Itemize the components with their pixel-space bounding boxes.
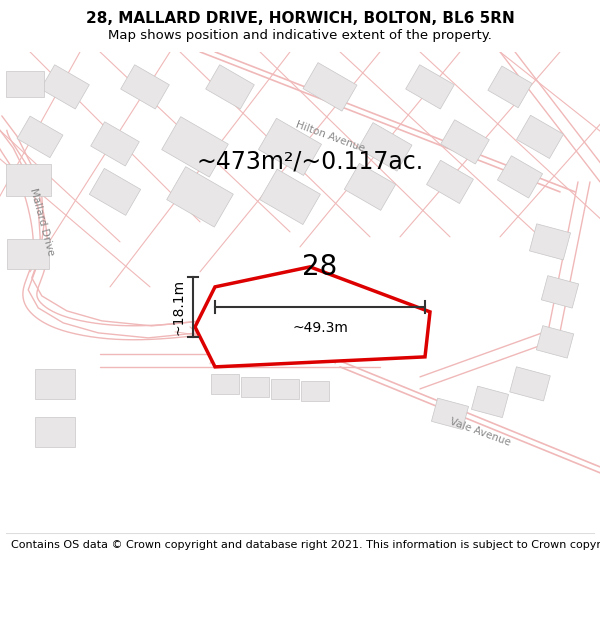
Bar <box>290 327 318 349</box>
Bar <box>529 224 571 260</box>
Text: Map shows position and indicative extent of the property.: Map shows position and indicative extent… <box>108 29 492 42</box>
Bar <box>35 417 75 447</box>
Bar <box>259 118 322 176</box>
Bar <box>6 71 44 97</box>
Bar <box>358 122 412 171</box>
Bar <box>440 120 490 164</box>
Bar <box>41 65 89 109</box>
Bar <box>17 116 63 158</box>
Bar <box>260 169 320 224</box>
Bar <box>541 276 578 308</box>
Bar <box>241 377 269 397</box>
Bar <box>431 398 469 429</box>
Bar <box>472 386 509 418</box>
Text: Mallard Drive: Mallard Drive <box>28 187 56 257</box>
Bar <box>89 168 140 216</box>
Bar <box>536 326 574 358</box>
Bar <box>91 122 139 166</box>
Bar <box>211 374 239 394</box>
Text: Contains OS data © Crown copyright and database right 2021. This information is : Contains OS data © Crown copyright and d… <box>11 540 600 550</box>
Bar <box>5 164 50 196</box>
Bar <box>262 325 290 347</box>
Bar <box>167 167 233 227</box>
Text: ~18.1m: ~18.1m <box>171 279 185 335</box>
Bar <box>517 115 563 159</box>
Bar <box>206 65 254 109</box>
Bar <box>497 156 542 198</box>
Bar <box>427 160 473 204</box>
Bar <box>271 379 299 399</box>
Text: ~473m²/~0.117ac.: ~473m²/~0.117ac. <box>196 150 424 174</box>
Bar <box>318 328 346 350</box>
Text: 28, MALLARD DRIVE, HORWICH, BOLTON, BL6 5RN: 28, MALLARD DRIVE, HORWICH, BOLTON, BL6 … <box>86 11 514 26</box>
Text: 28: 28 <box>302 253 338 281</box>
Bar <box>7 239 49 269</box>
Bar <box>301 381 329 401</box>
Bar <box>161 117 229 177</box>
Bar <box>206 321 234 343</box>
Text: Vale Avenue: Vale Avenue <box>448 416 512 447</box>
Text: Hilton Avenue: Hilton Avenue <box>294 120 366 154</box>
Bar <box>344 163 395 211</box>
Bar <box>234 323 262 345</box>
Text: ~49.3m: ~49.3m <box>292 321 348 335</box>
Bar <box>121 65 169 109</box>
Bar <box>406 65 454 109</box>
Bar <box>488 66 532 108</box>
Bar <box>303 62 357 111</box>
Bar <box>35 369 75 399</box>
Polygon shape <box>195 267 430 367</box>
Bar <box>510 367 550 401</box>
